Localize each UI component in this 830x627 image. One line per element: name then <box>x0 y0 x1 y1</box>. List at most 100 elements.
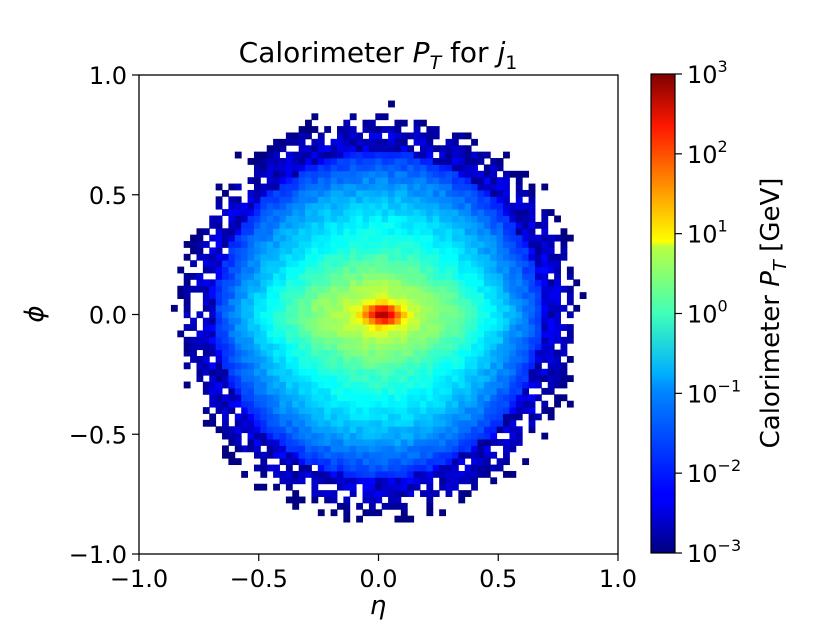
heatmap-cell <box>381 221 389 229</box>
heatmap-cell <box>381 183 389 191</box>
heatmap-cell <box>400 490 408 497</box>
heatmap-cell <box>305 145 312 153</box>
heatmap-cell <box>311 419 319 427</box>
heatmap-cell <box>266 464 274 472</box>
heatmap-cell <box>317 451 325 459</box>
heatmap-cell <box>330 189 338 197</box>
heatmap-cell <box>285 183 293 191</box>
heatmap-cell <box>311 426 319 434</box>
heatmap-cell <box>490 387 498 395</box>
heatmap-cell <box>477 253 485 261</box>
heatmap-cell <box>477 336 485 344</box>
heatmap-cell <box>279 375 287 383</box>
heatmap-cell <box>292 400 300 408</box>
heatmap-cell <box>368 477 376 485</box>
heatmap-cell <box>356 400 363 408</box>
heatmap-cell <box>215 215 223 223</box>
heatmap-cell <box>368 426 376 434</box>
heatmap-cell <box>362 336 370 344</box>
heatmap-cell <box>330 445 338 453</box>
heatmap-cell <box>266 432 274 440</box>
heatmap-cell <box>298 311 306 319</box>
heatmap-cell <box>541 368 549 376</box>
heatmap-cell <box>260 158 268 165</box>
heatmap-cell <box>400 330 408 338</box>
heatmap-cell <box>317 324 325 331</box>
heatmap-cell <box>381 394 389 402</box>
heatmap-cell <box>349 292 357 299</box>
heatmap-cell <box>356 502 363 510</box>
heatmap-cell <box>509 298 517 306</box>
heatmap-cell <box>202 260 210 268</box>
heatmap-cell <box>260 272 268 280</box>
heatmap-cell <box>311 196 319 204</box>
heatmap-cell <box>311 317 319 325</box>
heatmap-cell <box>298 202 306 210</box>
heatmap-cell <box>458 253 466 261</box>
heatmap-cell <box>451 234 459 242</box>
heatmap-cell <box>292 247 300 255</box>
heatmap-cell <box>305 158 312 165</box>
heatmap-cell <box>381 458 389 466</box>
heatmap-cell <box>515 381 523 389</box>
heatmap-cell <box>292 151 300 159</box>
heatmap-cell <box>273 400 280 408</box>
heatmap-cell <box>477 260 485 268</box>
heatmap-cell <box>273 215 280 223</box>
heatmap-cell <box>400 368 408 376</box>
heatmap-cell <box>445 196 453 204</box>
heatmap-cell <box>311 209 319 216</box>
heatmap-cell <box>298 272 306 280</box>
heatmap-cell <box>324 234 332 242</box>
heatmap-cell <box>420 292 427 299</box>
heatmap-cell <box>241 285 249 293</box>
heatmap-cell <box>426 470 434 478</box>
heatmap-cell <box>324 164 332 172</box>
heatmap-cell <box>534 349 542 357</box>
heatmap-cell <box>483 221 491 229</box>
heatmap-cell <box>400 432 408 440</box>
heatmap-cell <box>388 304 395 312</box>
heatmap-cell <box>215 330 223 338</box>
heatmap-cell <box>471 362 478 370</box>
heatmap-cell <box>234 356 242 363</box>
heatmap-cell <box>292 170 300 178</box>
heatmap-cell <box>534 368 542 376</box>
heatmap-cell <box>222 413 229 421</box>
heatmap-cell <box>554 317 561 325</box>
heatmap-cell <box>451 279 459 287</box>
heatmap-cell <box>311 368 319 376</box>
heatmap-cell <box>375 158 383 165</box>
heatmap-cell <box>234 209 242 216</box>
heatmap-cell <box>426 343 434 351</box>
heatmap-cell <box>209 292 217 299</box>
heatmap-cell <box>394 349 402 357</box>
heatmap-cell <box>183 349 191 357</box>
heatmap-cell <box>324 272 332 280</box>
heatmap-cell <box>305 419 312 427</box>
heatmap-cell <box>477 183 485 191</box>
heatmap-cell <box>260 170 268 178</box>
heatmap-cell <box>509 470 517 478</box>
heatmap-cell <box>305 394 312 402</box>
heatmap-cell <box>522 336 530 344</box>
heatmap-cell <box>196 272 204 280</box>
heatmap-cell <box>362 234 370 242</box>
heatmap-cell <box>349 336 357 344</box>
heatmap-cell <box>356 381 363 389</box>
heatmap-cell <box>234 221 242 229</box>
heatmap-cell <box>247 158 255 165</box>
heatmap-cell <box>356 266 363 274</box>
heatmap-cell <box>426 126 434 133</box>
heatmap-cell <box>330 458 338 466</box>
heatmap-cell <box>483 362 491 370</box>
heatmap-cell <box>273 292 280 299</box>
heatmap-cell <box>413 209 421 216</box>
heatmap-cell <box>496 177 504 185</box>
heatmap-cell <box>234 298 242 306</box>
heatmap-cell <box>458 292 466 299</box>
heatmap-cell <box>528 189 536 197</box>
heatmap-cell <box>445 202 453 210</box>
heatmap-cell <box>547 311 555 319</box>
heatmap-cell <box>349 490 357 497</box>
